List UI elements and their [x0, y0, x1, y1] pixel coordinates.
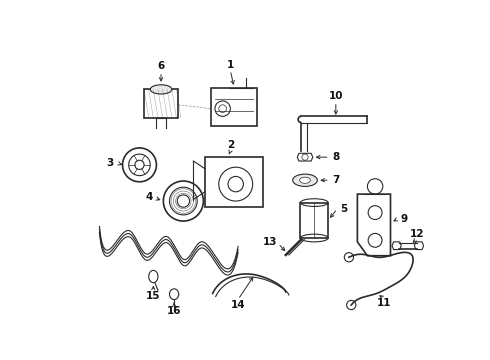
Text: 14: 14	[231, 300, 245, 310]
Text: 4: 4	[145, 192, 152, 202]
Text: 15: 15	[146, 291, 161, 301]
Ellipse shape	[150, 85, 172, 94]
Text: 12: 12	[410, 229, 424, 239]
Text: 7: 7	[332, 175, 340, 185]
Text: 11: 11	[377, 298, 392, 309]
Ellipse shape	[300, 177, 311, 183]
Text: 10: 10	[329, 91, 343, 100]
Text: 8: 8	[332, 152, 340, 162]
Ellipse shape	[293, 174, 318, 186]
Text: 9: 9	[401, 214, 408, 224]
Text: 16: 16	[167, 306, 181, 316]
Text: 5: 5	[340, 204, 347, 214]
Text: 1: 1	[227, 60, 234, 70]
Text: 2: 2	[227, 140, 234, 150]
Text: 13: 13	[263, 237, 278, 247]
Text: 3: 3	[107, 158, 114, 167]
Text: 6: 6	[157, 61, 165, 71]
